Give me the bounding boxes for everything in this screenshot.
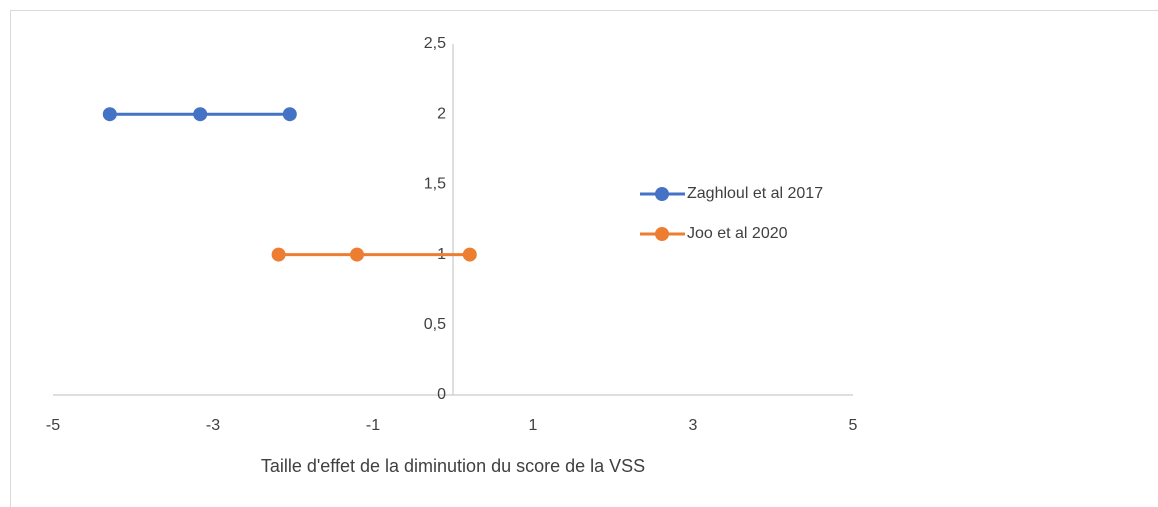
legend-label: Joo et al 2020 (687, 225, 788, 242)
y-tick-label: 0 (437, 386, 446, 403)
point (462, 247, 477, 262)
x-tick-label: -3 (206, 417, 220, 434)
y-tick-label: 1,5 (424, 176, 446, 193)
point (271, 247, 286, 262)
legend-label: Zaghloul et al 2017 (687, 185, 823, 202)
x-tick-label: -5 (46, 417, 60, 434)
chart-frame (10, 10, 1158, 507)
point (282, 107, 297, 122)
x-tick-label: 1 (529, 417, 538, 434)
x-tick-label: 5 (849, 417, 858, 434)
point (102, 107, 117, 122)
legend-marker (655, 227, 669, 241)
y-tick-label: 2,5 (424, 35, 446, 52)
y-tick-label: 0,5 (424, 316, 446, 333)
x-tick-label: -1 (366, 417, 380, 434)
x-axis-title: Taille d'effet de la diminution du score… (261, 456, 645, 476)
point (350, 247, 364, 262)
point (193, 107, 208, 122)
y-tick-label: 2 (437, 105, 446, 122)
legend-marker (655, 187, 669, 201)
x-tick-label: 3 (689, 417, 698, 434)
